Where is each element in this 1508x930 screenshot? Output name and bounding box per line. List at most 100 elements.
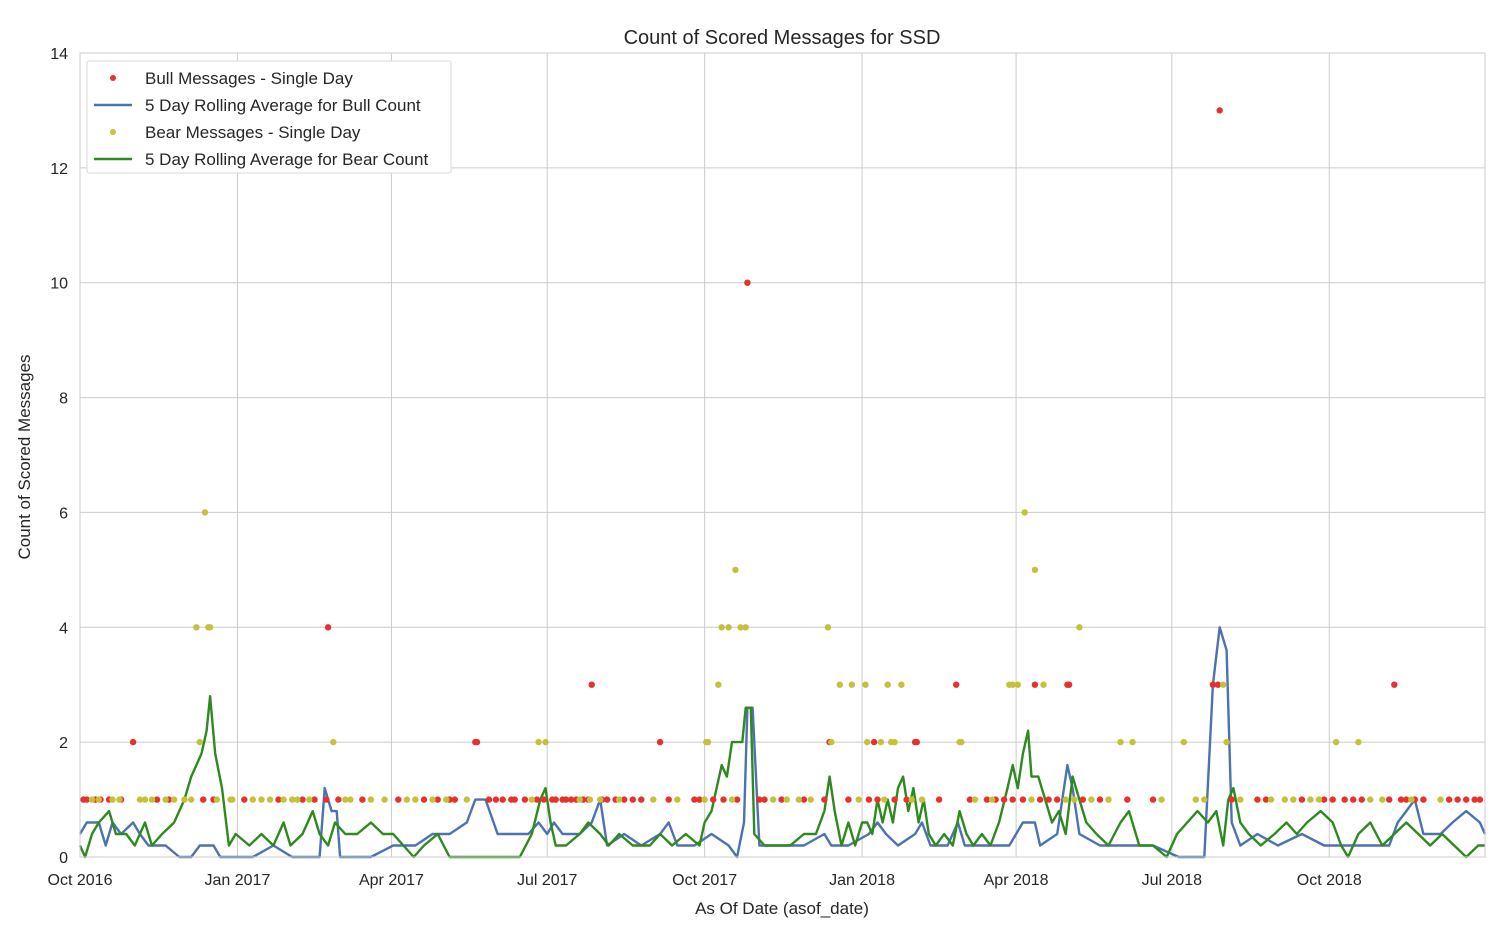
data-point (1397, 796, 1405, 803)
data-point (330, 738, 337, 746)
data-point (1129, 738, 1136, 746)
data-point (347, 796, 354, 803)
data-point (674, 796, 681, 803)
data-point (492, 796, 500, 803)
data-point (1454, 796, 1461, 803)
data-point (650, 796, 657, 803)
y-tick-label: 0 (59, 850, 68, 867)
data-point (1079, 796, 1087, 803)
data-point (701, 796, 708, 803)
data-point (988, 796, 996, 803)
data-point (824, 624, 832, 631)
data-point (306, 796, 313, 803)
x-tick-label: Oct 2016 (48, 872, 113, 889)
data-point (258, 796, 265, 803)
data-point (845, 796, 852, 803)
data-point (1223, 738, 1230, 746)
data-point (95, 796, 103, 803)
data-point (597, 796, 604, 803)
data-point (1315, 796, 1323, 803)
rolling-average-line (78, 695, 1485, 859)
data-point (420, 796, 428, 803)
data-point (696, 796, 703, 803)
data-point (1408, 796, 1415, 803)
data-point (533, 796, 541, 803)
data-point (1045, 796, 1052, 803)
data-point (756, 796, 763, 803)
data-point (586, 796, 594, 803)
legend-marker (110, 129, 116, 135)
data-point (1358, 796, 1366, 803)
y-tick-label: 2 (59, 735, 68, 752)
data-point (874, 796, 881, 803)
data-point (665, 796, 672, 803)
data-point (836, 681, 843, 688)
data-point (744, 279, 751, 286)
data-point (971, 796, 979, 803)
data-point (528, 796, 535, 803)
data-point (800, 796, 808, 803)
data-point (266, 796, 274, 803)
data-point (552, 796, 559, 803)
y-axis-label: Count of Scored Messages (15, 354, 34, 559)
data-point (335, 796, 342, 803)
data-point (181, 796, 188, 803)
data-point (311, 796, 318, 803)
data-point (953, 681, 960, 688)
data-point (1019, 796, 1027, 803)
data-point (865, 796, 873, 803)
data-point (733, 796, 741, 803)
data-point (588, 681, 595, 688)
x-tick-label: Oct 2018 (1297, 872, 1362, 889)
data-point (732, 566, 739, 574)
data-point (535, 738, 542, 746)
data-point (1214, 681, 1222, 688)
data-point (891, 796, 898, 803)
data-point (141, 796, 149, 803)
data-point (898, 681, 905, 688)
data-point (434, 796, 441, 803)
data-point (1096, 796, 1104, 803)
data-point (862, 681, 869, 688)
legend-box (86, 60, 452, 174)
data-point (568, 796, 575, 803)
data-point (83, 796, 91, 803)
data-point (381, 796, 388, 803)
data-point (280, 796, 287, 803)
data-point (807, 796, 814, 803)
data-point (737, 624, 744, 631)
data-point (1009, 681, 1016, 688)
data-point (715, 681, 722, 688)
legend-label: Bear Messages - Single Day (145, 123, 361, 142)
data-point (443, 796, 450, 803)
data-point (966, 796, 974, 803)
data-point (562, 796, 570, 803)
data-point (1149, 796, 1157, 803)
data-point (1437, 796, 1444, 803)
data-point (1367, 796, 1374, 803)
data-point (621, 796, 628, 803)
data-point (451, 796, 458, 803)
data-point (603, 796, 611, 803)
data-point (148, 796, 156, 803)
data-point (576, 796, 583, 803)
data-point (1298, 796, 1306, 803)
data-point (903, 796, 910, 803)
data-point (359, 796, 366, 803)
y-tick-label: 14 (50, 46, 68, 63)
data-point (1228, 796, 1235, 803)
data-point (463, 796, 470, 803)
data-point (213, 796, 221, 803)
data-point (728, 796, 736, 803)
data-point (1105, 796, 1112, 803)
data-point (1341, 796, 1348, 803)
data-point (1054, 796, 1061, 803)
x-tick-label: Apr 2017 (359, 872, 424, 889)
data-point (1445, 796, 1453, 803)
x-tick-label: Jan 2018 (829, 872, 895, 889)
legend-label: 5 Day Rolling Average for Bear Count (145, 150, 428, 169)
data-point (542, 738, 549, 746)
data-point (1031, 681, 1039, 688)
y-tick-label: 12 (50, 161, 68, 178)
